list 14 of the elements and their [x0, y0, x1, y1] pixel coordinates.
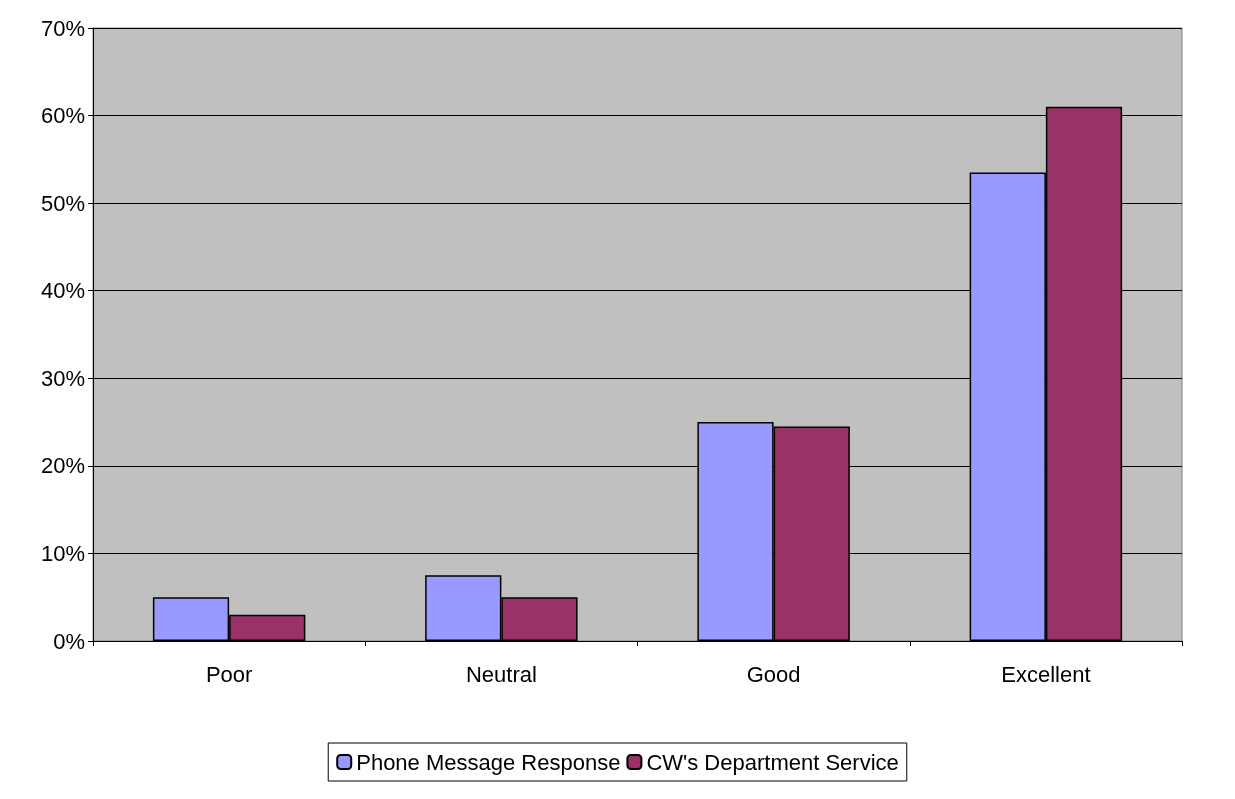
y-tick-label: 60%: [40, 103, 85, 129]
y-tick-label: 40%: [40, 278, 85, 304]
y-tick-label: 10%: [40, 540, 85, 566]
x-tick-label: Neutral: [465, 661, 537, 687]
y-tick-label: 50%: [40, 190, 85, 216]
legend-label: CW's Department Service: [646, 749, 899, 775]
legend-label: Phone Message Response: [356, 749, 621, 775]
y-tick-label: 30%: [40, 365, 85, 391]
x-tick-label: Poor: [205, 661, 253, 687]
y-tick-label: 20%: [40, 453, 85, 479]
y-tick-label: 0%: [53, 628, 85, 654]
x-tick-label: Good: [746, 661, 801, 687]
y-tick-label: 70%: [40, 15, 85, 41]
x-tick-label: Excellent: [1001, 661, 1091, 687]
